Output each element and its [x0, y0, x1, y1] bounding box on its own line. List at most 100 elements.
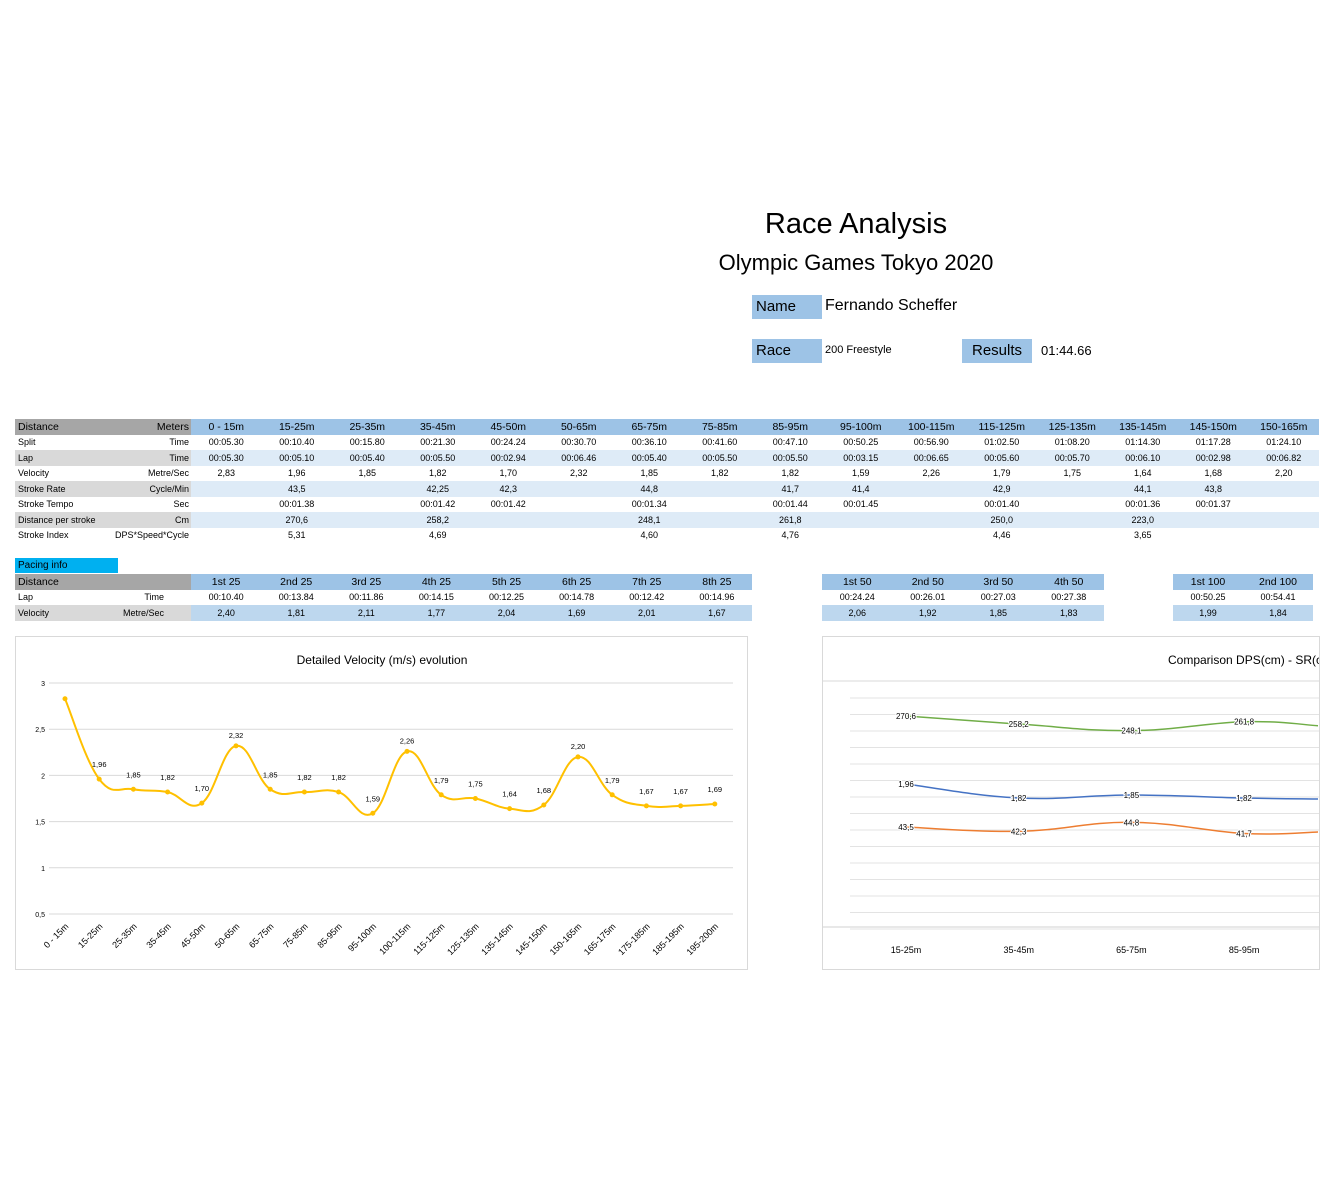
table-cell: 2,32: [569, 468, 588, 479]
column-header: Distance: [15, 419, 112, 435]
table-cell: 00:14.15: [418, 592, 454, 603]
velocity-chart: Detailed Velocity (m/s) evolution 0,5 1 1,5…: [15, 636, 748, 970]
data-label: 43,5: [898, 823, 914, 832]
data-point: [643, 803, 649, 809]
table-cell: 1,82: [428, 468, 447, 479]
table-cell: 01:02.50: [984, 437, 1020, 448]
data-label: 1,79: [605, 776, 620, 785]
row-label: Stroke Tempo: [18, 499, 74, 510]
table-cell: [191, 528, 262, 544]
table-cell: [1037, 528, 1108, 544]
table-cell: 00:02.98: [1178, 450, 1249, 466]
table-cell: [332, 481, 403, 497]
table-cell: 1,70: [499, 468, 518, 479]
row-label: Velocity: [15, 605, 113, 621]
table-cell: 1,85: [640, 468, 659, 479]
table-cell: 01:08.20: [1054, 437, 1090, 448]
results-label: Results: [962, 339, 1032, 363]
column-header: 125-135m: [1037, 419, 1108, 435]
column-header: 3rd 50: [963, 574, 1034, 590]
x-tick-label: 135-145m: [479, 921, 515, 957]
x-tick-label: 145-150m: [513, 921, 549, 957]
data-label: 1,85: [1124, 791, 1140, 800]
column-header: 1st 50: [822, 574, 893, 590]
data-label: 261,8: [1234, 718, 1255, 727]
table-row: Split Time 00:05.30 00:10.40 00:15.80 00:21.3…: [15, 435, 1319, 451]
row-unit: Cm: [112, 512, 191, 528]
table-cell: [1178, 512, 1249, 528]
data-label: 1,96: [92, 760, 107, 769]
comparison-chart-svg: Comparison DPS(cm) - SR(c 270,6 258,2 248,1…: [823, 653, 1319, 955]
table-cell: [1037, 512, 1108, 528]
column-header: 115-125m: [966, 419, 1037, 435]
row-unit: Time: [112, 450, 191, 466]
table-row: Velocity Metre/Sec 2,83 1,96 1,85 1,82 1,70 2,3…: [15, 466, 1319, 482]
table-cell: [191, 512, 262, 528]
table-cell: [1037, 481, 1108, 497]
x-tick-label: 175-185m: [616, 921, 652, 957]
table-row: Velocity Metre/Sec 2,40 1,81 2,11 1,77 2,04 1,6…: [15, 605, 752, 621]
column-header: [112, 574, 192, 590]
table-cell: 1,99: [1173, 605, 1243, 621]
data-point: [96, 776, 102, 782]
x-tick-label: 35-45m: [1003, 945, 1034, 955]
x-tick-label: 35-45m: [144, 921, 173, 950]
x-tick-label: 95-100m: [346, 921, 378, 953]
data-point: [678, 803, 684, 809]
table-cell: 00:06.46: [543, 450, 614, 466]
column-header: 3rd 25: [331, 574, 402, 590]
table-cell: [1178, 528, 1249, 544]
data-label: 2,32: [229, 731, 244, 740]
column-header: 7th 25: [611, 574, 682, 590]
table-cell: 00:50.25: [1190, 592, 1226, 603]
data-label: 1,70: [194, 784, 209, 793]
data-label: 1,82: [297, 773, 312, 782]
table-cell: 2,01: [611, 605, 682, 621]
data-label: 41,7: [1236, 829, 1252, 838]
column-header: 100-115m: [896, 419, 967, 435]
table-row: 00:24.24 00:26.01 00:27.03 00:27.38: [822, 590, 1104, 606]
table-cell: [191, 497, 262, 513]
data-label: 2,26: [400, 736, 415, 745]
table-cell: 1,69: [541, 605, 612, 621]
table-cell: 2,06: [822, 605, 893, 621]
table-cell: 01:14.30: [1125, 437, 1161, 448]
table-cell: [896, 512, 967, 528]
data-label: 1,64: [502, 790, 517, 799]
table-row: Distance per stroke Cm 270,6 258,2 248,1 261,…: [15, 512, 1319, 528]
table-cell: 00:05.60: [966, 450, 1037, 466]
table-cell: 00:21.30: [420, 437, 456, 448]
name-label: Name: [752, 295, 822, 319]
row-unit: Time: [144, 592, 165, 603]
table-cell: [332, 512, 403, 528]
table-cell: 00:56.90: [913, 437, 949, 448]
race-value: 200 Freestyle: [825, 344, 892, 356]
table-cell: 43,8: [1178, 481, 1249, 497]
y-tick-label: 1: [41, 866, 45, 873]
velocity-chart-svg: Detailed Velocity (m/s) evolution 0,5 1 1,5…: [35, 653, 733, 957]
table-cell: 00:14.96: [699, 592, 735, 603]
column-header: 2nd 100: [1243, 574, 1313, 590]
data-label: 1,67: [639, 787, 654, 796]
row-label: Stroke Index: [18, 530, 69, 541]
data-label: 44,8: [1124, 818, 1140, 827]
table-cell: 1,77: [401, 605, 472, 621]
table-row: Lap Time 00:10.40 00:13.84 00:11.86 00:14.15 0…: [15, 590, 752, 606]
table-cell: 4,46: [992, 530, 1011, 541]
table-row: Stroke Tempo Sec 00:01.38 00:01.42 00:01.42 0…: [15, 497, 1319, 513]
table-cell: 1,67: [681, 605, 752, 621]
column-header: 75-85m: [684, 419, 755, 435]
table-cell: [473, 528, 544, 544]
data-point: [507, 806, 513, 812]
table-cell: 1,92: [892, 605, 963, 621]
data-point: [404, 748, 410, 754]
y-tick-label: 0,5: [35, 912, 45, 919]
row-unit: Sec: [173, 499, 189, 510]
table-cell: 41,4: [825, 481, 896, 497]
table-header-row: Distance Meters 0 - 15m 15-25m 25-35m 35-45m 4…: [15, 419, 1319, 435]
table-cell: 00:27.03: [980, 592, 1016, 603]
table-cell: 00:11.86: [349, 592, 384, 603]
data-point: [712, 801, 718, 807]
pacing-100-table: 1st 100 2nd 100 00:50.25 00:54.41 1,99 1,84: [1173, 574, 1313, 621]
row-label: Velocity: [18, 468, 50, 479]
